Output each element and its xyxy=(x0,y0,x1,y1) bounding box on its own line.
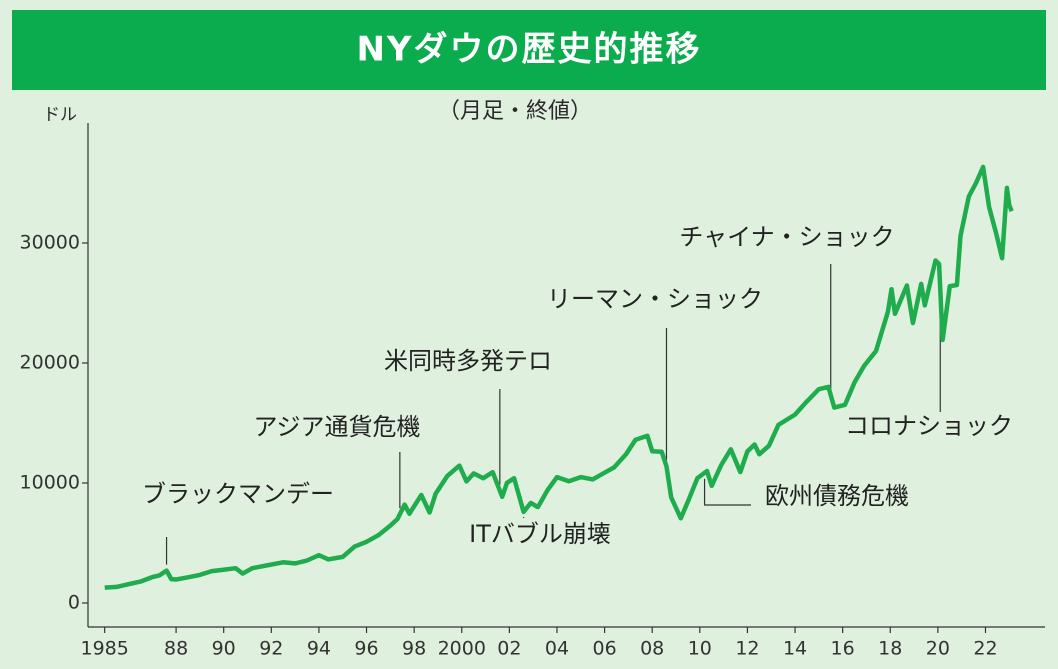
x-tick-label: 02 xyxy=(497,638,521,660)
x-tick-label: 20 xyxy=(926,638,950,660)
annotation: チャイナ・ショック xyxy=(679,223,894,251)
x-tick-label: 16 xyxy=(831,638,855,660)
x-tick-label: 98 xyxy=(402,638,426,660)
annotation: リーマン・ショック xyxy=(547,285,763,313)
x-tick-label: 2000 xyxy=(438,638,486,660)
x-tick-label: 10 xyxy=(688,638,712,660)
x-tick-label: 96 xyxy=(354,638,378,660)
x-tick-label: 06 xyxy=(592,638,616,660)
annotation-leader xyxy=(703,478,751,506)
annotation: ITバブル崩壊 xyxy=(469,520,611,548)
y-tick-label: 20000 xyxy=(20,352,80,374)
x-tick-label: 90 xyxy=(212,638,236,660)
chart-subtitle: （月足・終値） xyxy=(438,99,592,124)
x-tick-label: 1985 xyxy=(80,638,128,660)
x-tick-label: 18 xyxy=(878,638,902,660)
annotation: 欧州債務危機 xyxy=(765,482,909,510)
title-banner xyxy=(12,10,1046,90)
x-tick-label: 12 xyxy=(735,638,759,660)
x-tick-label: 94 xyxy=(307,638,331,660)
x-tick-label: 92 xyxy=(259,638,283,660)
annotation: ブラックマンデー xyxy=(142,480,334,508)
x-tick-label: 88 xyxy=(164,638,188,660)
x-tick-label: 08 xyxy=(640,638,664,660)
y-tick-label: 0 xyxy=(68,592,80,614)
y-tick-label: 30000 xyxy=(20,232,80,254)
annotation: アジア通貨危機 xyxy=(253,413,420,441)
data-line xyxy=(104,164,1014,590)
x-tick-label: 22 xyxy=(973,638,997,660)
chart-title: NYダウの歴史的推移 xyxy=(356,30,701,70)
y-unit: ドル xyxy=(43,105,77,125)
y-tick-label: 10000 xyxy=(20,472,80,494)
annotation: コロナショック xyxy=(845,412,1013,440)
annotation: 米同時多発テロ xyxy=(384,347,552,375)
x-tick-label: 14 xyxy=(783,638,807,660)
x-tick-label: 04 xyxy=(545,638,569,660)
